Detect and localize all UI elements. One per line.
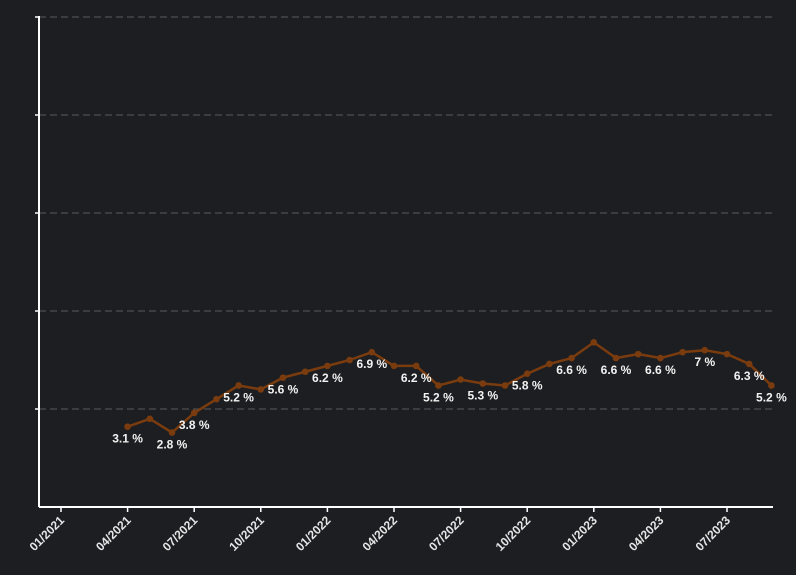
data-point [435,382,442,389]
data-label: 5.2 % [756,390,787,404]
x-tick-label: 04/2023 [626,513,667,554]
gridlines [39,17,773,409]
x-tick-label: 04/2021 [93,513,134,554]
data-label: 5.2 % [423,390,454,404]
data-point [568,355,575,362]
x-tick-label: 10/2022 [493,513,534,554]
data-label: 2.8 % [157,438,188,452]
data-point [524,370,531,377]
data-point [346,357,353,364]
data-label: 6.6 % [556,363,587,377]
data-label: 6.9 % [356,357,387,371]
data-point [235,382,242,389]
data-point [302,368,309,375]
data-label: 6.6 % [645,363,676,377]
data-point [613,355,620,362]
data-label: 5.3 % [467,389,498,403]
data-point [213,396,220,403]
data-label: 6.6 % [601,363,632,377]
data-point [635,351,642,358]
data-label: 5.8 % [512,379,543,393]
axes [35,16,773,512]
x-tick-label: 07/2022 [426,513,467,554]
data-point [657,355,664,362]
data-labels: 3.1 % 2.8 % 3.8 % 5.2 % 5.6 % 6.2 % 6.9 % 6.2 %… [112,355,787,451]
data-point [502,382,509,389]
data-point [591,339,598,346]
series-line-layer [128,342,772,432]
data-point [413,363,420,370]
data-label: 3.1 % [112,432,143,446]
x-tick-label: 01/2022 [293,513,334,554]
data-label: 6.2 % [312,371,343,385]
x-axis-tick-labels: 01/2021 04/2021 07/2021 10/2021 01/2022 04/20… [27,513,734,554]
series-line [128,342,772,432]
data-point [369,349,376,356]
data-point [457,376,464,383]
data-point [702,347,709,354]
data-point [480,380,487,387]
data-label: 6.2 % [401,371,432,385]
data-point [280,374,287,381]
data-label: 3.8 % [179,418,210,432]
x-tick-label: 07/2021 [160,513,201,554]
data-label: 5.2 % [223,390,254,404]
data-point [546,361,553,368]
data-point [191,410,198,417]
data-point [679,349,686,356]
x-tick-label: 01/2023 [559,513,600,554]
data-point [768,382,775,389]
data-point [746,361,753,368]
x-tick-label: 07/2023 [693,513,734,554]
data-point [147,416,154,423]
data-label: 5.6 % [268,383,299,397]
data-point [391,363,398,370]
x-tick-label: 04/2022 [360,513,401,554]
data-point [169,429,176,436]
data-point [258,386,265,393]
data-point [124,423,131,430]
data-point [324,363,331,370]
data-point [724,351,731,358]
x-tick-label: 10/2021 [226,513,267,554]
x-tick-label: 01/2021 [27,513,68,554]
data-label: 6.3 % [734,369,765,383]
data-label: 7 % [694,355,715,369]
